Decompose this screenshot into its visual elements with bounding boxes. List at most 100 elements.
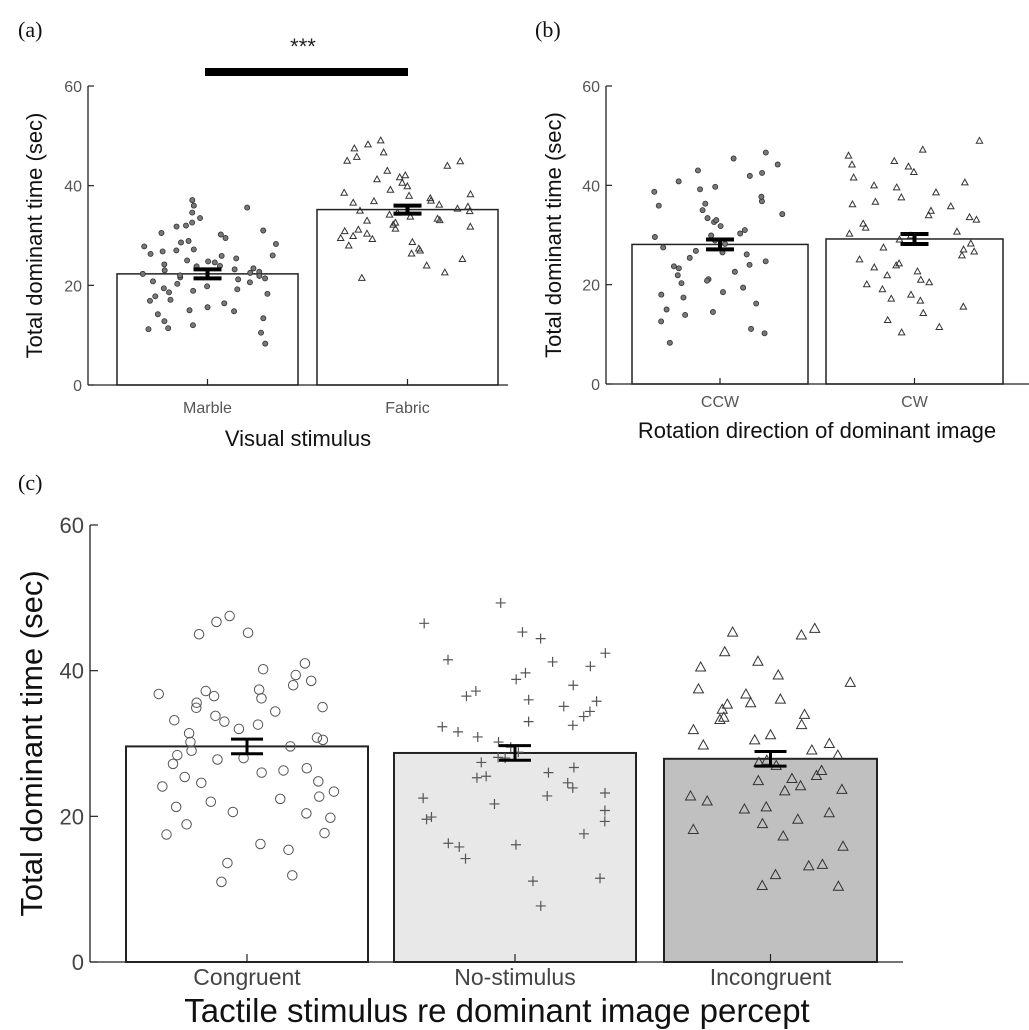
data-point (543, 767, 554, 778)
data-point (340, 226, 349, 235)
data-point (352, 152, 361, 160)
data-point (869, 181, 879, 189)
data-point (798, 708, 811, 719)
data-point (694, 660, 707, 672)
data-point (208, 690, 220, 702)
panel-label: (a) (18, 17, 42, 42)
data-point (702, 200, 709, 207)
data-point (687, 723, 700, 735)
data-point (167, 758, 179, 770)
data-point (845, 229, 854, 237)
data-point (256, 693, 267, 704)
data-point (651, 234, 658, 240)
y-tick-label: 40 (60, 659, 84, 684)
data-point (350, 144, 359, 152)
data-point (185, 736, 196, 748)
data-point (472, 731, 483, 742)
data-point (935, 322, 944, 330)
data-point (692, 682, 705, 694)
x-axis-label: Rotation direction of dominant image (638, 418, 996, 443)
y-tick-label: 0 (591, 377, 600, 394)
data-point (844, 676, 857, 687)
data-point (687, 823, 700, 834)
data-point (363, 140, 373, 148)
data-point (247, 269, 254, 276)
bar (631, 243, 809, 385)
data-point (169, 714, 180, 726)
data-point (762, 149, 769, 156)
data-point (909, 167, 918, 175)
data-point (756, 879, 769, 891)
data-point (161, 267, 168, 274)
data-point (778, 784, 791, 796)
data-point (774, 693, 787, 704)
data-point (562, 777, 573, 788)
data-point (458, 254, 467, 262)
data-point (741, 227, 748, 233)
data-point (697, 186, 704, 193)
data-point (931, 188, 941, 196)
data-point (718, 645, 731, 657)
data-point (205, 258, 212, 265)
data-point (160, 285, 167, 292)
data-point (385, 210, 394, 218)
data-point (311, 732, 323, 743)
data-point (443, 161, 452, 169)
panel-a (87, 68, 508, 386)
data-point (197, 215, 204, 222)
data-point (697, 738, 710, 750)
data-point (716, 703, 729, 714)
data-point (890, 156, 899, 165)
bar (393, 751, 637, 963)
data-point (746, 261, 753, 268)
data-point (183, 728, 195, 739)
data-point (391, 218, 400, 226)
data-point (301, 808, 312, 819)
data-point (722, 240, 728, 247)
data-point (184, 257, 191, 264)
data-point (186, 745, 197, 757)
category-label: Marble (183, 400, 232, 417)
data-point (925, 277, 934, 286)
data-point (319, 827, 330, 839)
data-point (680, 294, 687, 301)
data-point (355, 206, 365, 214)
data-point (260, 227, 267, 234)
data-point (278, 765, 289, 776)
data-point (568, 680, 579, 691)
data-point (599, 805, 610, 816)
data-point (599, 816, 610, 827)
data-point (523, 716, 534, 727)
category-label: No-stimulus (454, 964, 575, 990)
data-point (779, 211, 786, 218)
data-point (170, 801, 182, 813)
data-point (421, 814, 432, 825)
error-bar (706, 237, 734, 252)
data-point (848, 199, 857, 208)
data-point (970, 247, 979, 255)
data-point (283, 844, 294, 856)
data-point (904, 162, 913, 170)
data-point (547, 656, 558, 667)
data-point (686, 254, 693, 261)
y-axis-label: Total dominant time (sec) (14, 570, 49, 916)
data-point (246, 279, 253, 286)
data-point (600, 648, 611, 659)
data-point (165, 325, 172, 332)
data-point (965, 212, 974, 221)
data-point (794, 779, 807, 791)
data-point (916, 296, 925, 304)
data-point (883, 271, 892, 279)
data-point (591, 696, 602, 707)
data-point (258, 329, 264, 336)
category-label: Congruent (193, 964, 301, 990)
data-point (823, 737, 836, 748)
data-point (426, 812, 437, 823)
data-point (731, 268, 738, 275)
data-point (299, 658, 311, 669)
data-point (752, 655, 764, 666)
data-point (708, 232, 715, 239)
data-point (287, 870, 298, 881)
data-point (861, 223, 870, 231)
data-point (578, 711, 589, 722)
